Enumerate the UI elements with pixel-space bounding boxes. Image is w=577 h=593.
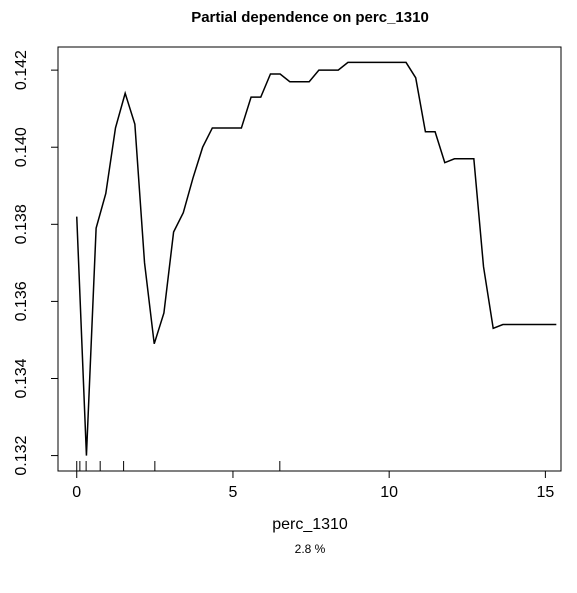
y-tick-label: 0.142 [13,50,30,90]
plot-box [57,46,562,472]
y-tick-label: 0.138 [13,204,30,244]
subtitle: 2.8 % [295,542,326,556]
x-axis-label: perc_1310 [272,516,348,533]
y-tick-label: 0.132 [13,435,30,475]
y-tick-label: 0.134 [13,358,30,398]
x-tick-label: 10 [380,484,398,501]
y-tick-label: 0.140 [13,127,30,167]
x-tick-label: 5 [229,484,238,501]
x-tick-label: 15 [536,484,554,501]
chart-title: Partial dependence on perc_1310 [191,9,429,26]
x-tick-label: 0 [72,484,81,501]
line [75,61,557,456]
y-tick-label: 0.136 [13,281,30,321]
